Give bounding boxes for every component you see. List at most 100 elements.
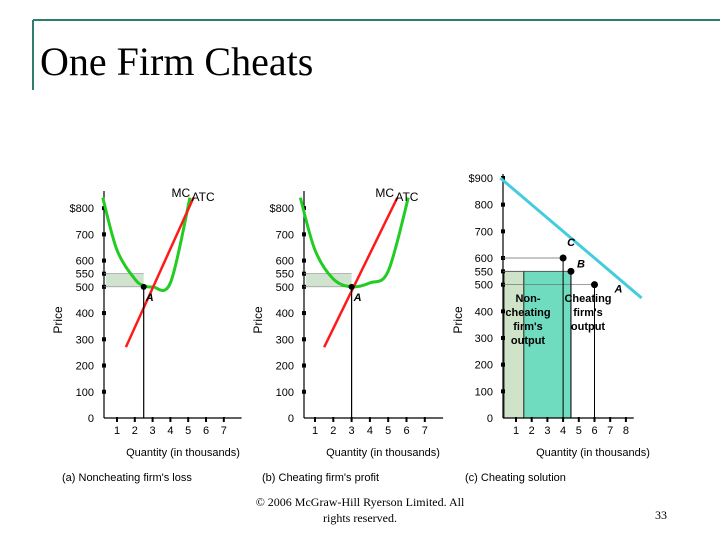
x-tick-label: 7 xyxy=(422,425,428,437)
y-tick-label: 100 xyxy=(76,387,94,399)
x-tick-label: 2 xyxy=(529,425,535,437)
y-tick-mark xyxy=(302,258,306,263)
y-tick-label: 600 xyxy=(76,256,94,268)
y-tick-label: 400 xyxy=(475,306,493,318)
copyright-notice: © 2006 McGraw-Hill Ryerson Limited. All … xyxy=(255,495,465,525)
x-tick-label: 5 xyxy=(185,425,191,437)
y-tick-mark xyxy=(501,389,505,394)
x-tick-mark xyxy=(169,417,172,422)
y-tick-mark xyxy=(102,258,106,263)
y-tick-mark xyxy=(102,363,106,368)
x-tick-label: 4 xyxy=(367,425,373,437)
y-axis-label: Price xyxy=(51,306,65,334)
y-tick-label: 700 xyxy=(76,229,94,241)
x-tick-mark xyxy=(546,417,549,422)
x-tick-mark xyxy=(350,417,353,422)
market-point xyxy=(559,254,567,262)
price-band-area xyxy=(106,273,144,287)
x-tick-label: 6 xyxy=(403,425,409,437)
mc-curve xyxy=(323,197,399,348)
y-tick-label: 0 xyxy=(288,413,294,425)
y-tick-mark xyxy=(302,389,306,394)
y-tick-mark xyxy=(102,232,106,237)
y-tick-label: 600 xyxy=(276,256,294,268)
x-tick-label: 1 xyxy=(312,425,318,437)
y-tick-label: 200 xyxy=(76,361,94,373)
y-tick-label: 0 xyxy=(88,413,94,425)
y-tick-label: 550 xyxy=(276,269,294,281)
y-tick-label: 400 xyxy=(76,308,94,320)
x-tick-mark xyxy=(405,417,408,422)
x-tick-label: 1 xyxy=(114,425,120,437)
point-label: A xyxy=(145,292,154,304)
x-tick-label: 5 xyxy=(576,425,582,437)
x-tick-mark xyxy=(609,417,612,422)
x-tick-mark xyxy=(314,417,316,422)
noncheat-area-label: output xyxy=(511,335,546,347)
x-axis-label: Quantity (in thousands) xyxy=(326,447,440,459)
mc-label: MC xyxy=(172,186,191,200)
cheat-area-label: firm's xyxy=(573,307,603,319)
x-tick-label: 8 xyxy=(623,425,629,437)
y-tick-mark xyxy=(501,176,505,180)
x-tick-mark xyxy=(187,417,190,422)
noncheat-area-label: Non- xyxy=(515,293,540,305)
y-tick-mark xyxy=(102,337,106,342)
x-tick-mark xyxy=(151,417,154,422)
y-tick-label: 550 xyxy=(475,266,493,278)
x-tick-mark xyxy=(423,417,426,422)
y-tick-mark xyxy=(302,337,306,342)
x-tick-mark xyxy=(624,417,627,422)
atc-label: ATC xyxy=(192,190,215,204)
cheat-area-label: Cheating xyxy=(564,293,611,305)
y-tick-label: 700 xyxy=(475,226,493,238)
y-tick-label: 500 xyxy=(76,282,94,294)
y-tick-label: 800 xyxy=(475,200,493,212)
point-label: B xyxy=(577,258,585,270)
y-tick-mark xyxy=(501,202,505,207)
atc-label: ATC xyxy=(395,190,418,204)
y-tick-label: $800 xyxy=(70,203,94,215)
y-tick-label: 100 xyxy=(475,386,493,398)
y-tick-label: 300 xyxy=(276,334,294,346)
x-tick-label: 3 xyxy=(150,425,156,437)
x-tick-mark xyxy=(515,417,517,422)
equilibrium-point xyxy=(348,283,355,290)
x-tick-label: 6 xyxy=(591,425,597,437)
slide-title: One Firm Cheats xyxy=(40,39,314,84)
x-tick-label: 6 xyxy=(203,425,209,437)
x-tick-mark xyxy=(387,417,390,422)
x-tick-label: 7 xyxy=(607,425,613,437)
x-tick-label: 2 xyxy=(132,425,138,437)
x-tick-label: 7 xyxy=(221,425,227,437)
x-tick-mark xyxy=(222,417,225,422)
x-tick-mark xyxy=(577,417,580,422)
y-tick-mark xyxy=(102,311,106,316)
x-tick-label: 3 xyxy=(544,425,550,437)
market-point xyxy=(591,281,598,289)
market-point xyxy=(567,267,575,275)
y-tick-mark xyxy=(302,363,306,368)
y-tick-label: 700 xyxy=(276,229,294,241)
x-tick-label: 1 xyxy=(513,425,519,437)
point-label: C xyxy=(567,237,576,249)
x-tick-mark xyxy=(205,417,207,422)
x-tick-mark xyxy=(562,417,565,422)
y-tick-mark xyxy=(501,229,505,234)
y-tick-mark xyxy=(302,311,306,316)
x-axis-label: Quantity (in thousands) xyxy=(126,447,240,459)
x-tick-label: 5 xyxy=(385,425,391,437)
y-tick-label: 200 xyxy=(276,361,294,373)
y-tick-label: 300 xyxy=(475,333,493,345)
panel-caption: (a) Noncheating firm's loss xyxy=(62,472,192,484)
point-label: A xyxy=(353,292,362,304)
y-tick-label: $900 xyxy=(469,173,493,185)
y-axis-label: Price xyxy=(451,306,465,334)
y-tick-label: 0 xyxy=(487,413,493,425)
x-tick-mark xyxy=(133,417,136,422)
y-tick-mark xyxy=(102,389,106,394)
noncheat-area-label: firm's xyxy=(513,321,543,333)
x-axis-label: Quantity (in thousands) xyxy=(536,447,650,459)
